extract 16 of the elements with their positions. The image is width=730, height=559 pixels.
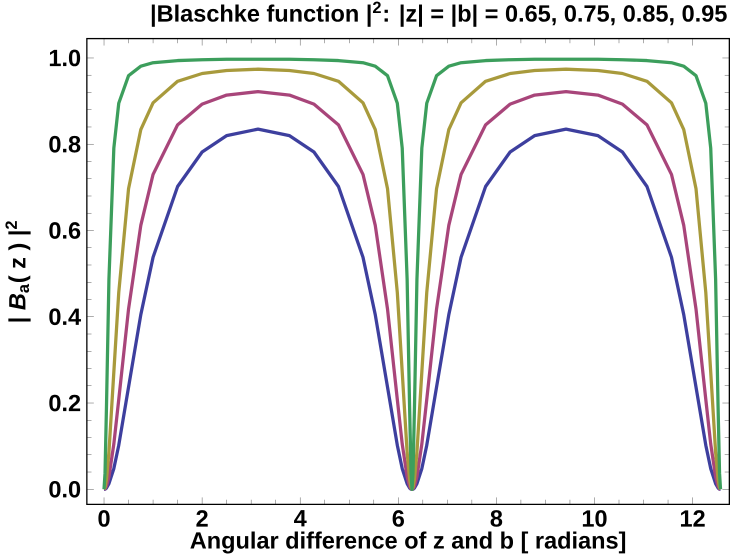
x-tick-label: 0 <box>98 510 110 527</box>
x-tick-label: 12 <box>680 510 705 527</box>
x-tick-label: 2 <box>196 510 208 527</box>
y-axis-title: | B$_{a}$( z ) |$^{2}$ <box>5 221 31 322</box>
x-tick-label: 4 <box>294 510 307 526</box>
y-tick-label: 0.4 <box>49 308 81 326</box>
x-tick-label: 6 <box>392 510 404 527</box>
x-axis-title: Angular difference of z and b [ radians] <box>190 532 626 554</box>
y-tick-label: 1.0 <box>50 50 80 66</box>
y-tick-label: 0.0 <box>49 480 80 498</box>
y-tick-label: 0.8 <box>49 136 80 153</box>
x-tick-label: 8 <box>490 510 502 527</box>
y-tick-label: 0.2 <box>49 394 80 412</box>
chart-title: |Blaschke function |$^{2}$: |z| = |b| = 0.65, 0.75, 0.85, 0.95 <box>152 2 727 27</box>
y-tick-label: 0.6 <box>49 222 80 239</box>
x-tick-label: 10 <box>582 510 607 527</box>
